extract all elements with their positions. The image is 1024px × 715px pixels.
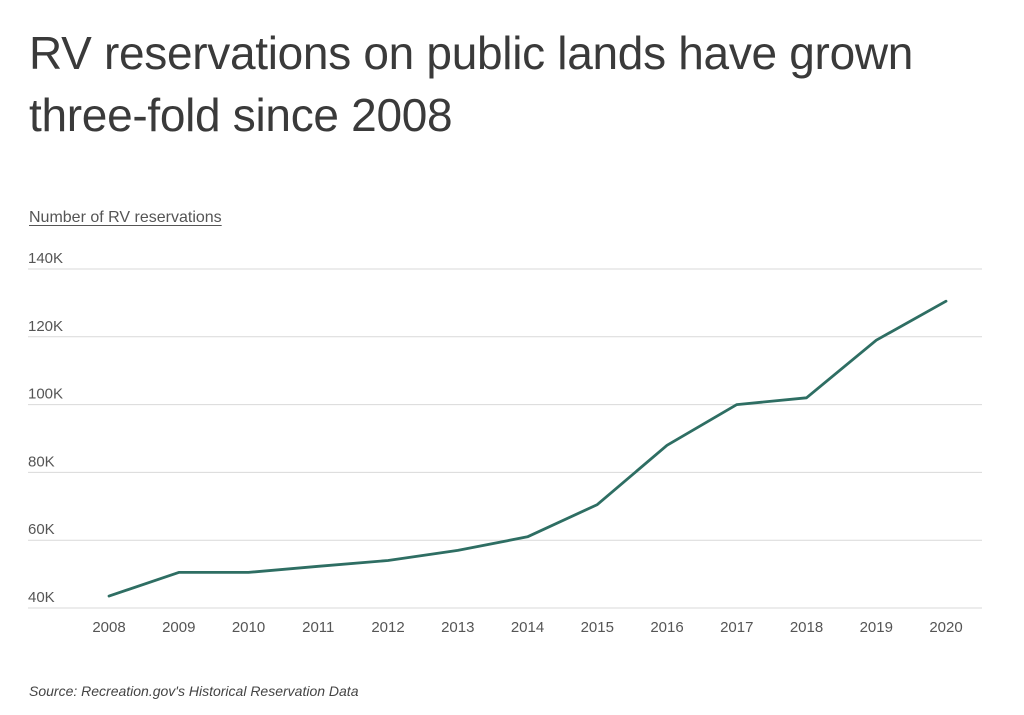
y-tick-label: 120K xyxy=(28,318,63,335)
x-tick-label: 2008 xyxy=(92,619,125,636)
y-tick-label: 60K xyxy=(28,521,55,538)
x-tick-label: 2015 xyxy=(581,619,614,636)
x-tick-label: 2018 xyxy=(790,619,823,636)
y-tick-label: 80K xyxy=(28,453,55,470)
x-tick-label: 2016 xyxy=(650,619,683,636)
x-tick-label: 2010 xyxy=(232,619,265,636)
x-tick-label: 2012 xyxy=(371,619,404,636)
x-tick-label: 2019 xyxy=(860,619,893,636)
x-tick-label: 2011 xyxy=(302,619,334,636)
y-tick-label: 40K xyxy=(28,589,55,606)
x-tick-label: 2020 xyxy=(929,619,962,636)
x-tick-labels: 2008 2009 2010 2011 2012 2013 2014 2015 2016 2017… xyxy=(92,619,962,636)
gridlines xyxy=(28,268,982,609)
x-tick-label: 2014 xyxy=(511,619,544,636)
y-axis-label: Number of RV reservations xyxy=(29,209,222,226)
chart-title: RV reservations on public lands have gro… xyxy=(29,27,914,141)
series-line xyxy=(107,299,948,598)
x-tick-label: 2009 xyxy=(162,619,195,636)
x-tick-label: 2013 xyxy=(441,619,474,636)
series-layer xyxy=(107,299,948,598)
x-tick-label: 2017 xyxy=(720,619,753,636)
y-tick-labels: 40K 60K 80K 100K 120K 140K xyxy=(28,250,63,606)
y-tick-label: 140K xyxy=(28,250,63,267)
y-tick-label: 100K xyxy=(28,386,63,403)
source-note: Source: Recreation.gov's Historical Rese… xyxy=(29,683,359,699)
